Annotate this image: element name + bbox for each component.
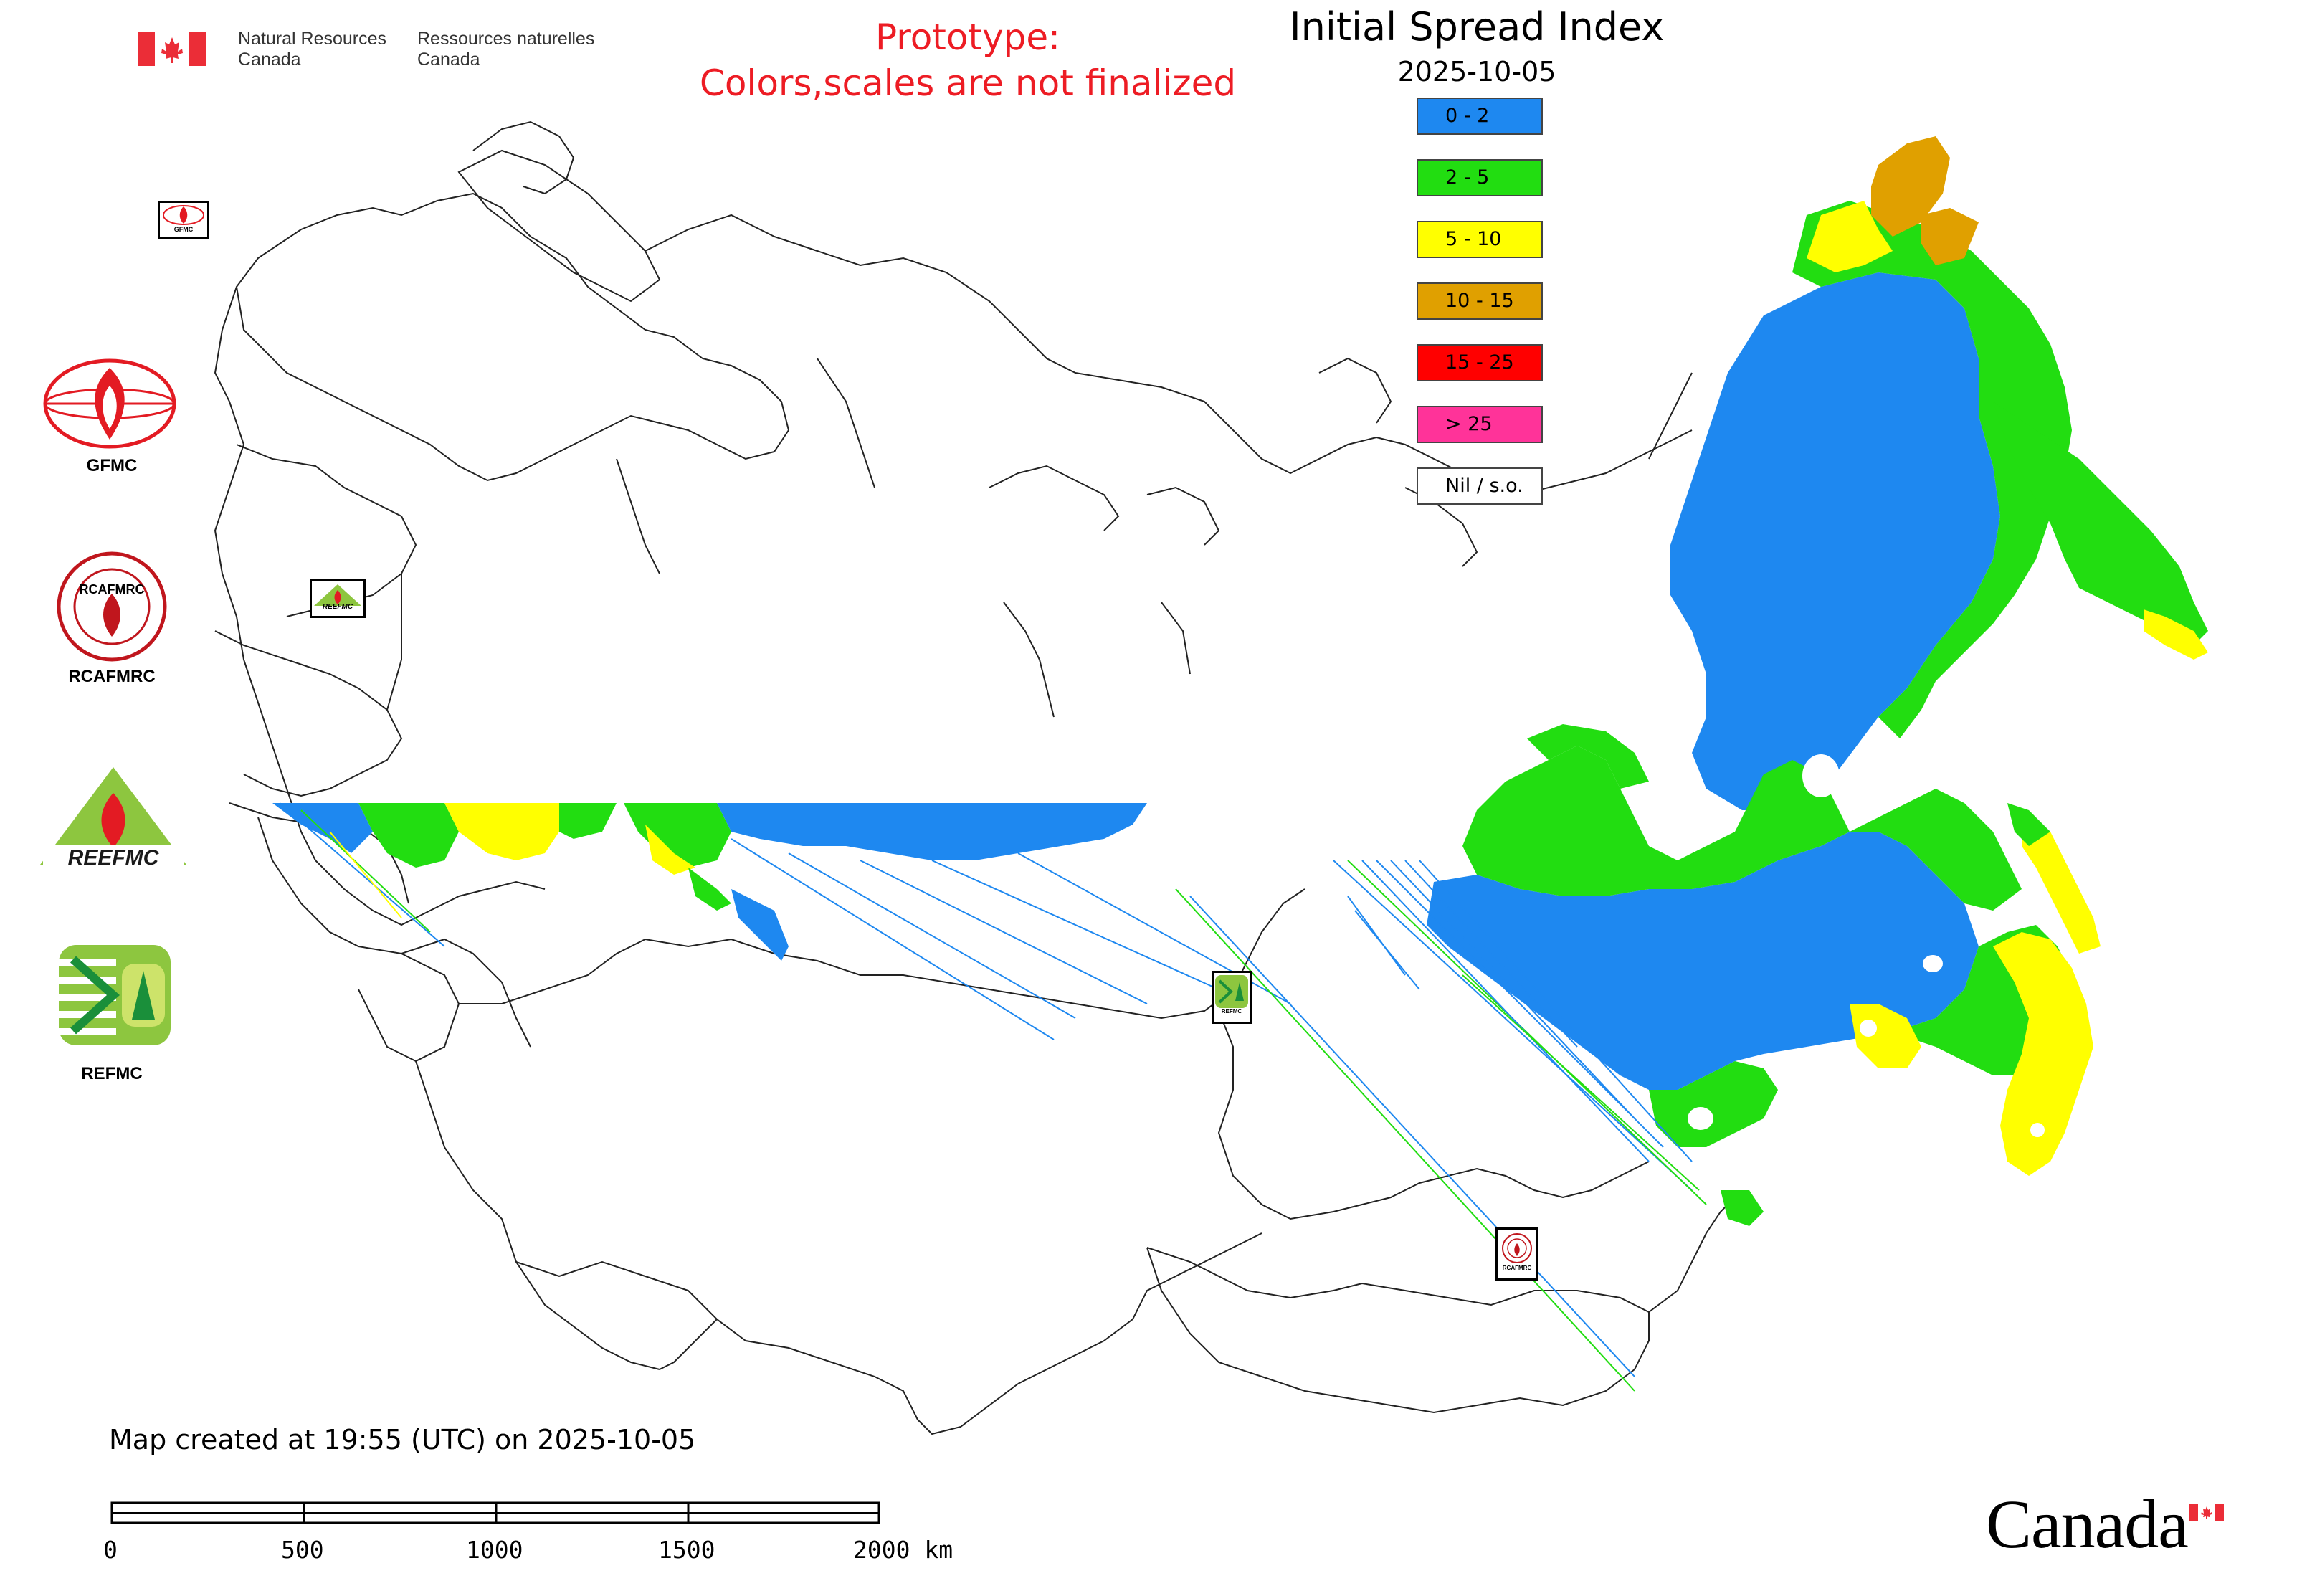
isi-streaks [279, 802, 1707, 1392]
reefmc-emblem-text: REEFMC [67, 846, 159, 870]
prototype-line1: Prototype: [875, 16, 1061, 58]
map-date: 2025-10-05 [1397, 56, 1556, 87]
refmc-logo-icon [59, 945, 171, 1045]
isi-zone-orange-chukotka [1871, 136, 1950, 237]
mini-gfmc-label: GFMC [173, 226, 194, 233]
mini-reefmc-label: REEFMC [322, 603, 353, 611]
mini-logo-reefmc: REEFMC [310, 579, 366, 618]
gov-fr-line1: Ressources naturelles [417, 29, 595, 49]
map-created-timestamp: Map created at 19:55 (UTC) on 2025-10-05 [109, 1424, 696, 1455]
mini-logo-rcafmrc: RCAFMRC [1495, 1227, 1538, 1281]
mini-logo-gfmc: GFMC [158, 201, 209, 239]
gov-name-english: Natural Resources Canada [238, 29, 386, 70]
legend-item-10-15: 10 - 15 [1417, 282, 1543, 320]
reefmc-logo-icon [40, 767, 186, 865]
isi-zone-yellow-chukotka [1807, 201, 1893, 272]
gov-en-line2: Canada [238, 49, 301, 70]
scale-label-1500: 1500 [658, 1536, 715, 1564]
isi-zone-green-southwest [1649, 1061, 1778, 1147]
isi-nil-holes [1659, 703, 2045, 1137]
scale-bar [110, 1501, 880, 1524]
prototype-notice: Prototype: Colors,scales are not finaliz… [617, 14, 1319, 106]
isi-zone-green-patch [1721, 1190, 1764, 1226]
isi-raster [272, 136, 2208, 1392]
mini-reefmc-icon [314, 584, 361, 606]
rcafmrc-label: RCAFMRC [68, 667, 156, 686]
mini-rcafmrc-icon [1502, 1233, 1532, 1263]
mini-refmc-icon [1215, 975, 1248, 1008]
rcafmrc-emblem-text: RCAFMRC [79, 582, 145, 597]
canada-flag-icon [138, 32, 206, 66]
scale-label-2000: 2000 km [853, 1536, 953, 1564]
scale-label-500: 500 [281, 1536, 324, 1564]
gfmc-label: GFMC [86, 456, 138, 475]
isi-zone-yellow-kamchatka [2144, 609, 2208, 660]
isi-western-strip [272, 803, 1147, 961]
canada-wordmark: Canada [1986, 1486, 2189, 1562]
mini-logo-refmc: REFMC [1212, 971, 1252, 1024]
mini-refmc-label: REFMC [1221, 1008, 1242, 1015]
legend-item-15-25: 15 - 25 [1417, 344, 1543, 381]
canada-wordmark-flag-icon [2189, 1504, 2224, 1521]
country-borders [214, 120, 1736, 1435]
legend-item-nil: Nil / s.o. [1417, 467, 1543, 505]
isi-zone-green-west [1527, 724, 1649, 789]
rcafmrc-logo-icon [57, 551, 167, 662]
prototype-line2: Colors,scales are not finalized [699, 62, 1237, 104]
isi-zone-blue-north [1670, 272, 2000, 810]
isi-zone-green-northeast [1792, 201, 2072, 738]
gov-fr-line2: Canada [417, 49, 480, 70]
gov-name-french: Ressources naturelles Canada [417, 29, 594, 70]
legend-item-over-25: > 25 [1417, 406, 1543, 443]
isi-zone-green-south [1462, 746, 1850, 896]
map-title: Initial Spread Index [1289, 4, 1665, 49]
isi-zone-orange-chukotka-east [1921, 208, 1979, 265]
isi-zone-yellow-primorye [1993, 932, 2093, 1176]
legend-item-2-5: 2 - 5 [1417, 159, 1543, 196]
gov-en-line1: Natural Resources [238, 29, 387, 49]
isi-zone-green-sakhalin [2007, 803, 2050, 846]
gfmc-logo-icon [43, 358, 176, 449]
scale-label-0: 0 [103, 1536, 118, 1564]
isi-zone-green-east-south [1850, 789, 2022, 911]
refmc-label: REFMC [81, 1064, 143, 1083]
legend-item-0-2: 0 - 2 [1417, 98, 1543, 135]
scale-label-1000: 1000 [466, 1536, 523, 1564]
isi-zone-green-kamchatka [1993, 402, 2208, 645]
mini-rcafmrc-label: RCAFMRC [1502, 1265, 1532, 1271]
legend-item-5-10: 5 - 10 [1417, 221, 1543, 258]
isi-zone-yellow-sakhalin [2022, 817, 2101, 954]
mini-gfmc-icon [163, 205, 204, 225]
